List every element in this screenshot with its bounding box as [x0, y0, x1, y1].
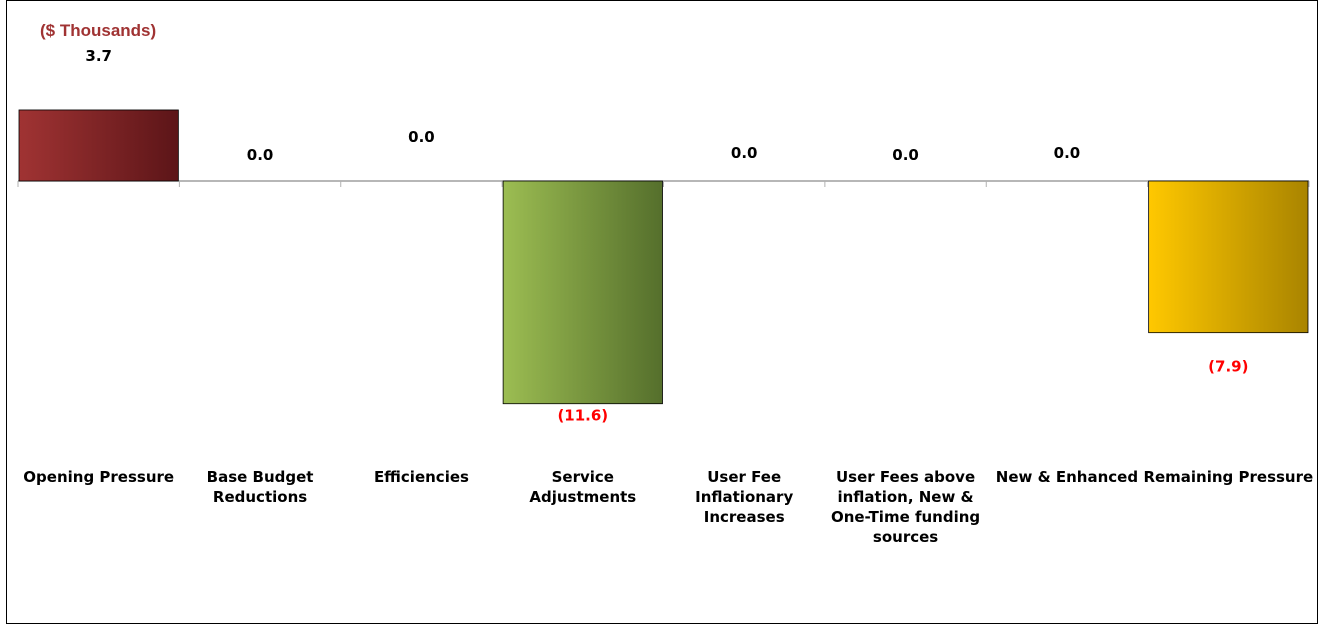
bar-1: [18, 109, 179, 182]
value-label-3: 0.0: [408, 128, 435, 146]
value-label-4: (11.6): [557, 407, 608, 425]
category-label-5: User Fee Inflationary Increases: [695, 468, 793, 526]
value-label-1: 3.7: [85, 47, 112, 65]
category-label-4: Service Adjustments: [529, 468, 636, 506]
value-label-2: 0.0: [247, 146, 274, 164]
value-label-7: 0.0: [1054, 144, 1081, 162]
bar-4: [502, 180, 663, 405]
category-label-6: User Fees above inflation, New & One-Time …: [831, 468, 980, 546]
value-label-5: 0.0: [731, 144, 758, 162]
unit-label: ($ Thousands): [40, 21, 156, 40]
value-label-8: (7.9): [1208, 358, 1248, 376]
category-label-1: Opening Pressure: [23, 468, 174, 486]
category-label-2: Base Budget Reductions: [207, 468, 314, 506]
category-label-3: Efficiencies: [374, 468, 469, 486]
category-label-7: New & Enhanced: [996, 468, 1138, 486]
value-label-6: 0.0: [892, 146, 919, 164]
category-label-8: Remaining Pressure: [1143, 468, 1313, 486]
bar-8: [1148, 180, 1309, 334]
